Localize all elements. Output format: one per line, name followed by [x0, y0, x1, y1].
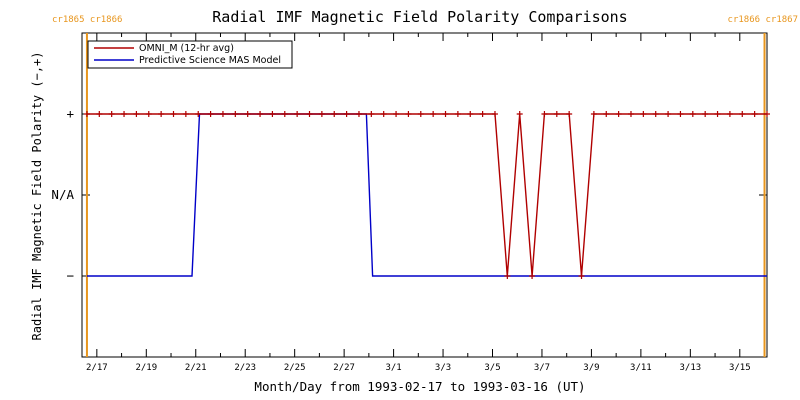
data-point: [467, 111, 474, 117]
data-point: [219, 111, 226, 117]
data-point: [652, 111, 659, 117]
chart-title: Radial IMF Magnetic Field Polarity Compa…: [212, 8, 627, 26]
data-point: [133, 111, 140, 117]
series-group: [83, 111, 770, 279]
data-point: [393, 111, 400, 117]
data-point: [665, 111, 672, 117]
data-point: [108, 111, 115, 117]
x-tick-label: 2/21: [185, 363, 207, 373]
data-point: [343, 111, 350, 117]
data-point: [405, 111, 412, 117]
data-point: [566, 111, 573, 117]
data-point: [207, 111, 214, 117]
data-point: [158, 111, 165, 117]
data-point: [751, 111, 758, 117]
data-point: [627, 111, 634, 117]
x-tick-label: 3/11: [630, 363, 652, 373]
legend-label-mas: Predictive Science MAS Model: [139, 55, 281, 66]
x-tick-label: 2/25: [284, 363, 306, 373]
x-tick-label: 2/19: [135, 363, 157, 373]
data-point: [491, 111, 498, 117]
data-point: [380, 111, 387, 117]
series-line: [86, 113, 767, 277]
data-point: [702, 111, 709, 117]
data-point: [83, 111, 90, 117]
data-point: [739, 111, 746, 117]
x-tick-label: 3/7: [534, 363, 550, 373]
y-axis-label: Radial IMF Magnetic Field Polarity (−,+): [30, 52, 44, 341]
legend: OMNI_M (12-hr avg) Predictive Science MA…: [87, 40, 293, 69]
data-point: [294, 111, 301, 117]
x-tick-label: 2/27: [333, 363, 355, 373]
data-point: [764, 111, 770, 117]
data-point: [726, 111, 733, 117]
data-point: [257, 111, 264, 117]
x-axis: 2/17 2/19 2/21 2/23 2/25 2/27 3/1 3/3 3/5 3/7 3/9 3…: [86, 33, 766, 373]
series-line: [86, 113, 767, 277]
data-point: [121, 111, 128, 117]
rotation-marker-label: cr1865 cr1866: [52, 15, 122, 25]
legend-box: [87, 40, 293, 69]
data-point: [269, 111, 276, 117]
data-point: [553, 111, 560, 117]
data-point: [714, 111, 721, 117]
data-point: [578, 273, 585, 279]
data-point: [529, 273, 536, 279]
data-point: [417, 111, 424, 117]
data-point: [368, 111, 375, 117]
x-tick-label: 3/3: [435, 363, 451, 373]
data-point: [145, 111, 152, 117]
data-point: [306, 111, 313, 117]
data-point: [331, 111, 338, 117]
x-tick-label: 3/5: [484, 363, 500, 373]
data-point: [640, 111, 647, 117]
legend-label-omni: OMNI_M (12-hr avg): [139, 43, 234, 54]
data-point: [442, 111, 449, 117]
data-point: [182, 111, 189, 117]
x-tick-label: 2/17: [86, 363, 108, 373]
data-point: [504, 273, 511, 279]
x-tick-label: 3/1: [385, 363, 401, 373]
data-point: [318, 111, 325, 117]
data-point: [615, 111, 622, 117]
x-tick-label: 3/9: [583, 363, 599, 373]
y-tick-label: N/A: [51, 187, 74, 202]
x-tick-label: 3/15: [729, 363, 751, 373]
rotation-markers: cr1865 cr1866 cr1866 cr1867: [52, 15, 798, 357]
data-point: [170, 111, 177, 117]
data-point: [590, 111, 597, 117]
x-tick-label: 2/23: [234, 363, 256, 373]
y-tick-label: −: [66, 268, 74, 283]
data-point: [430, 111, 437, 117]
data-point: [689, 111, 696, 117]
data-point: [195, 111, 202, 117]
data-point: [244, 111, 251, 117]
x-tick-label: 3/13: [679, 363, 701, 373]
x-axis-label: Month/Day from 1993-02-17 to 1993-03-16 …: [254, 379, 585, 394]
rotation-marker-label: cr1866 cr1867: [728, 15, 798, 25]
data-point: [281, 111, 288, 117]
data-point: [541, 111, 548, 117]
data-point: [355, 111, 362, 117]
data-point: [516, 111, 523, 117]
data-point: [479, 111, 486, 117]
plot-frame: [81, 32, 768, 358]
data-point: [232, 111, 239, 117]
y-axis: + N/A −: [51, 106, 767, 283]
data-point: [603, 111, 610, 117]
y-tick-label: +: [66, 106, 74, 121]
data-point: [677, 111, 684, 117]
data-point: [96, 111, 103, 117]
data-point: [454, 111, 461, 117]
